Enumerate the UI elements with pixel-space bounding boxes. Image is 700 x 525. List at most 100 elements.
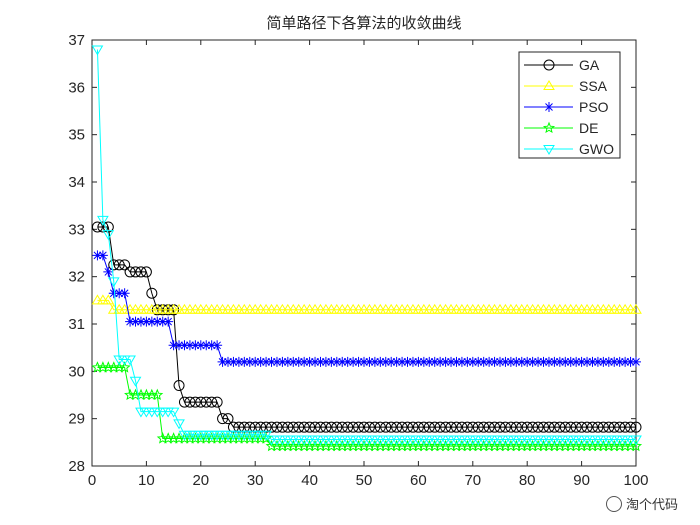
data-point-gwo bbox=[630, 435, 642, 446]
data-point-ga bbox=[565, 421, 577, 433]
data-point-de bbox=[629, 439, 643, 452]
data-point-pso bbox=[554, 356, 565, 367]
data-point-ga bbox=[489, 421, 501, 433]
data-point-pso bbox=[560, 356, 571, 367]
data-point-ga bbox=[363, 421, 375, 433]
data-point-ga bbox=[429, 421, 441, 433]
data-point-pso bbox=[223, 356, 233, 367]
data-point-ga bbox=[521, 421, 533, 433]
data-point-pso bbox=[190, 340, 201, 351]
data-point-ga bbox=[456, 421, 468, 433]
data-point-pso bbox=[391, 356, 402, 367]
data-point-pso bbox=[195, 340, 206, 351]
data-point-pso bbox=[103, 266, 114, 277]
data-point-pso bbox=[353, 356, 364, 367]
legend-marker-icon bbox=[543, 80, 555, 90]
data-point-ga bbox=[298, 421, 310, 433]
data-point-ga bbox=[320, 421, 332, 433]
data-point-pso bbox=[293, 356, 304, 367]
data-point-ga bbox=[173, 380, 185, 392]
data-point-pso bbox=[271, 356, 282, 367]
wechat-icon bbox=[605, 495, 622, 512]
data-point-pso bbox=[565, 356, 576, 367]
data-point-pso bbox=[495, 356, 505, 367]
data-point-ga bbox=[238, 421, 250, 433]
data-point-ga bbox=[407, 421, 419, 433]
data-point-ga bbox=[189, 396, 201, 408]
legend-label: DE bbox=[579, 120, 598, 136]
data-point-ga bbox=[559, 421, 571, 433]
data-point-pso bbox=[435, 356, 446, 367]
legend-entry-ga: GA bbox=[524, 57, 600, 73]
data-point-pso bbox=[592, 356, 603, 367]
data-point-ga bbox=[146, 287, 158, 299]
data-point-pso bbox=[576, 356, 587, 367]
x-tick-label: 80 bbox=[519, 472, 536, 489]
data-point-pso bbox=[342, 356, 353, 367]
data-point-pso bbox=[582, 356, 593, 367]
data-point-ga bbox=[505, 421, 517, 433]
data-point-pso bbox=[179, 340, 190, 351]
series-ssa bbox=[91, 294, 642, 314]
data-point-pso bbox=[130, 316, 141, 327]
data-point-de bbox=[151, 388, 164, 401]
data-point-gwo bbox=[173, 419, 185, 430]
legend-marker-icon bbox=[544, 102, 554, 112]
data-point-ga bbox=[586, 421, 598, 433]
data-point-ga bbox=[592, 421, 604, 433]
data-point-pso bbox=[163, 316, 174, 327]
data-point-ga bbox=[380, 421, 392, 433]
data-point-de bbox=[118, 361, 131, 373]
legend-marker-icon bbox=[542, 121, 556, 134]
data-point-pso bbox=[288, 356, 299, 367]
x-tick-label: 60 bbox=[410, 472, 427, 489]
data-point-pso bbox=[407, 356, 418, 367]
data-point-ssa bbox=[630, 303, 642, 314]
data-point-pso bbox=[108, 288, 119, 299]
watermark: 淘个代码 bbox=[605, 494, 678, 513]
data-point-ga bbox=[233, 421, 245, 433]
y-tick-label: 32 bbox=[68, 269, 85, 286]
legend-entry-pso: PSO bbox=[524, 99, 609, 115]
data-point-ga bbox=[619, 421, 631, 433]
data-point-pso bbox=[397, 356, 408, 367]
data-point-ga bbox=[625, 421, 637, 433]
data-point-pso bbox=[315, 356, 326, 367]
data-point-pso bbox=[522, 356, 533, 367]
data-point-pso bbox=[174, 340, 185, 351]
data-point-ga bbox=[217, 413, 229, 425]
data-point-pso bbox=[516, 356, 527, 367]
legend-entry-de: DE bbox=[524, 120, 598, 136]
data-point-ga bbox=[570, 421, 582, 433]
legend-marker-icon bbox=[543, 59, 555, 71]
data-point-ga bbox=[391, 421, 403, 433]
data-point-pso bbox=[631, 356, 641, 367]
x-tick-label: 90 bbox=[573, 472, 590, 489]
data-point-pso bbox=[456, 356, 467, 367]
y-tick-label: 30 bbox=[68, 363, 85, 380]
data-point-pso bbox=[571, 356, 582, 367]
data-point-ga bbox=[195, 396, 207, 408]
data-point-ga bbox=[608, 421, 620, 433]
data-point-ga bbox=[97, 221, 109, 233]
data-point-ga bbox=[178, 396, 190, 408]
legend-entry-gwo: GWO bbox=[524, 141, 614, 157]
data-point-ga bbox=[130, 266, 142, 278]
data-point-pso bbox=[402, 356, 413, 367]
data-point-pso bbox=[146, 316, 157, 327]
data-point-ga bbox=[597, 421, 609, 433]
data-point-pso bbox=[603, 356, 614, 367]
data-point-ga bbox=[108, 259, 120, 271]
data-point-ga bbox=[135, 266, 147, 278]
data-point-ga bbox=[211, 396, 223, 408]
y-tick-label: 35 bbox=[68, 127, 85, 144]
data-point-pso bbox=[168, 340, 179, 351]
data-point-ga bbox=[206, 396, 218, 408]
data-point-ga bbox=[581, 421, 593, 433]
data-point-pso bbox=[119, 288, 130, 299]
data-point-pso bbox=[239, 356, 250, 367]
data-point-pso bbox=[364, 356, 375, 367]
data-point-pso bbox=[201, 340, 212, 351]
legend-label: PSO bbox=[579, 99, 609, 115]
data-point-pso bbox=[310, 356, 321, 367]
